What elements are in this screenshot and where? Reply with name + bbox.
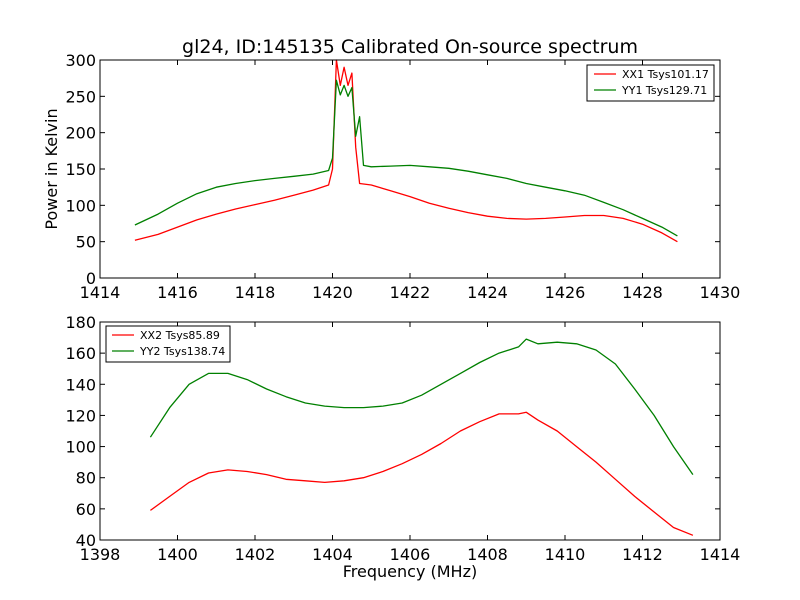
legend-label-xx2: XX2 Tsys85.89: [140, 329, 220, 342]
bottom-x-tick-label: 1410: [545, 545, 586, 564]
bottom-x-tick-label: 1406: [390, 545, 431, 564]
bottom-series-line-2: [149, 338, 694, 475]
bottom-x-tick-label: 1404: [312, 545, 353, 564]
top-series-line-1: [134, 59, 678, 243]
legend-frame: [105, 325, 231, 363]
top-plot-area: 1414 1416 1418 1420 1422 1424 1426 1428 1430 0 50 1…: [65, 51, 740, 302]
top-x-tick-label: 1428: [622, 283, 663, 302]
bottom-y-tick-label: 100: [65, 438, 96, 457]
bottom-x-tick-label: 1414: [700, 545, 741, 564]
y-axis-label-top: Power in Kelvin: [42, 108, 61, 229]
bottom-y-tick-label: 160: [65, 344, 96, 363]
top-x-tick-label: 1420: [312, 283, 353, 302]
top-x-tick-label: 1426: [545, 283, 586, 302]
top-x-tick-label: 1416: [157, 283, 198, 302]
top-y-tick-label: 250: [65, 87, 96, 106]
bottom-x-tick-label: 1402: [235, 545, 276, 564]
bottom-plot-area: 1398 1400 1402 1404 1406 1408 1410 1412 1414 40 60…: [65, 313, 740, 564]
bottom-y-tick-label: 80: [76, 469, 96, 488]
top-x-tick-label: 1424: [467, 283, 508, 302]
top-y-tick-label: 100: [65, 196, 96, 215]
top-x-tick-label: 1430: [700, 283, 741, 302]
bottom-legend: XX2 Tsys85.89 YY2 Tsys138.74: [105, 325, 231, 363]
top-x-tick-label: 1414: [80, 283, 121, 302]
bottom-x-tick-label: 1398: [80, 545, 121, 564]
plot-title: gl24, ID:145135 Calibrated On-source spe…: [182, 36, 638, 58]
bottom-y-tick-label: 120: [65, 406, 96, 425]
top-series-line-2: [134, 79, 678, 237]
top-y-tick-label: 0: [86, 269, 96, 288]
top-y-tick-label: 300: [65, 51, 96, 70]
bottom-x-tick-label: 1400: [157, 545, 198, 564]
bottom-panel: Frequency (MHz) 1398 1400 1402 1404 1406 1408…: [65, 313, 740, 581]
legend-label-xx1: XX1 Tsys101.17: [622, 68, 709, 81]
bottom-y-tick-label: 60: [76, 500, 96, 519]
bottom-x-tick-label: 1412: [622, 545, 663, 564]
top-panel: gl24, ID:145135 Calibrated On-source spe…: [42, 36, 740, 302]
bottom-series-line-1: [150, 411, 694, 536]
legend-label-yy2: YY2 Tsys138.74: [139, 345, 225, 358]
bottom-y-tick-label: 180: [65, 313, 96, 332]
legend-frame: [586, 64, 715, 102]
top-y-tick-label: 200: [65, 124, 96, 143]
top-legend: XX1 Tsys101.17 YY1 Tsys129.71: [586, 64, 715, 102]
bottom-x-tick-label: 1408: [467, 545, 508, 564]
top-x-tick-label: 1422: [390, 283, 431, 302]
top-x-tick-label: 1418: [235, 283, 276, 302]
bottom-y-tick-label: 140: [65, 375, 96, 394]
x-axis-label-bottom: Frequency (MHz): [343, 562, 477, 581]
legend-label-yy1: YY1 Tsys129.71: [621, 84, 707, 97]
top-y-tick-label: 50: [76, 233, 96, 252]
top-y-tick-label: 150: [65, 160, 96, 179]
bottom-y-tick-label: 40: [76, 531, 96, 550]
